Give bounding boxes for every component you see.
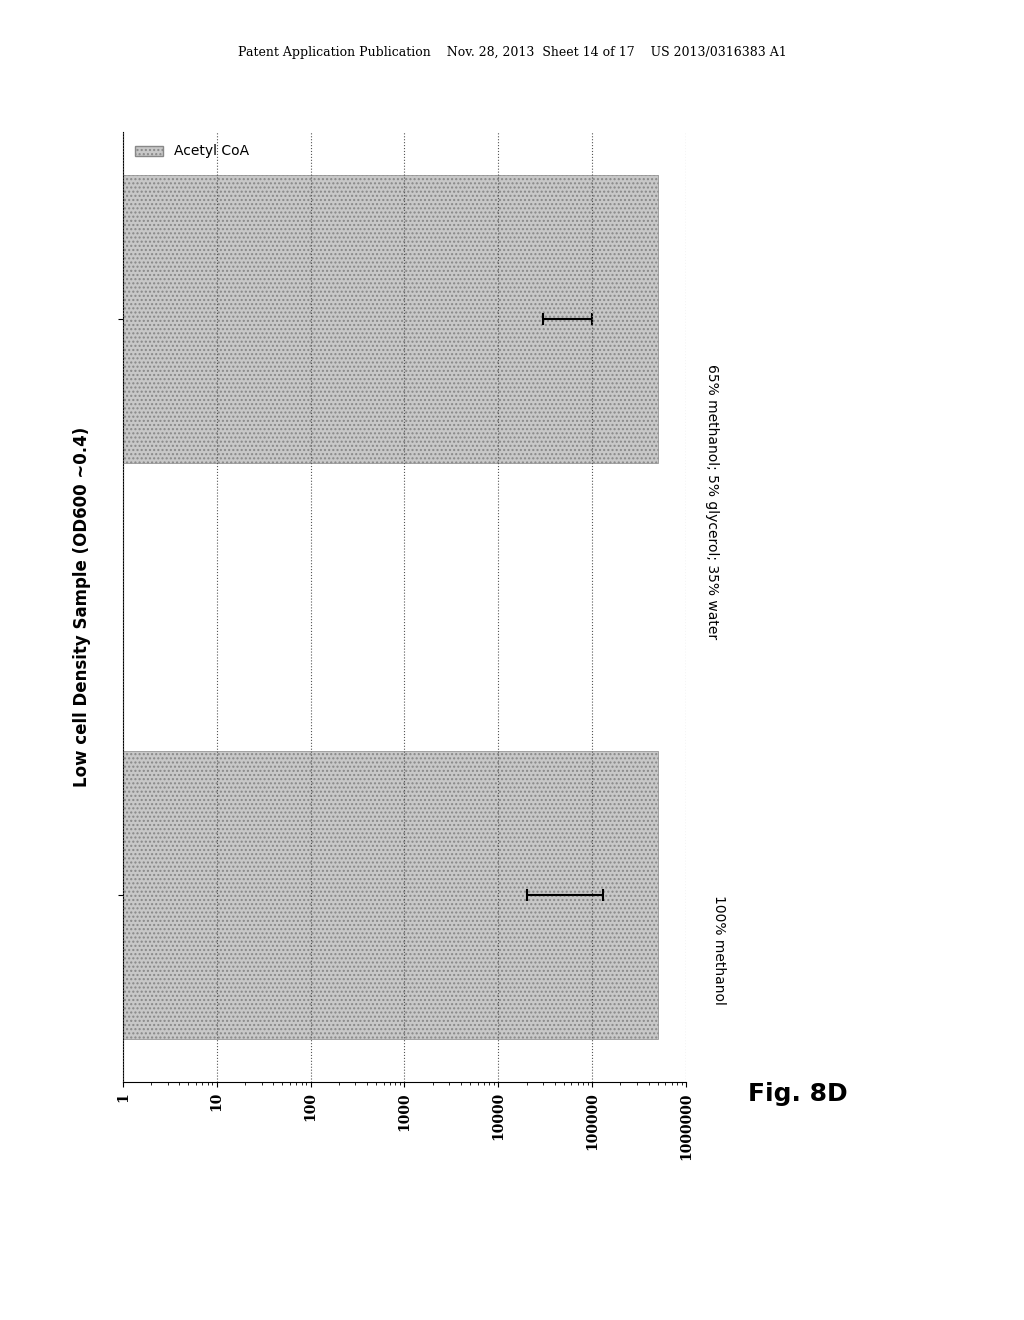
Text: 65% methanol; 5% glycerol; 35% water: 65% methanol; 5% glycerol; 35% water <box>705 364 719 639</box>
Text: Fig. 8D: Fig. 8D <box>748 1082 847 1106</box>
Text: 100% methanol: 100% methanol <box>712 895 726 1006</box>
Bar <box>0 751 657 1039</box>
Text: Patent Application Publication    Nov. 28, 2013  Sheet 14 of 17    US 2013/03163: Patent Application Publication Nov. 28, … <box>238 46 786 59</box>
Legend: Acetyl CoA: Acetyl CoA <box>130 139 255 164</box>
Bar <box>0 176 657 463</box>
Text: Low cell Density Sample (OD600 ~0.4): Low cell Density Sample (OD600 ~0.4) <box>73 428 91 787</box>
